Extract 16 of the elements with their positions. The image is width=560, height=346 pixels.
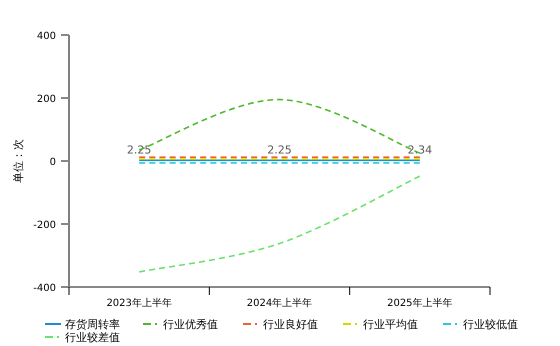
legend-label: 存货周转率 xyxy=(65,318,120,331)
y-tick-label: 200 xyxy=(36,94,56,105)
y-axis-title: 单位：次 xyxy=(12,139,25,183)
data-label: 2.25 xyxy=(267,143,292,156)
y-tick-label: 400 xyxy=(36,31,56,42)
legend-label: 行业较低值 xyxy=(463,318,518,331)
y-tick-label: -400 xyxy=(33,283,56,294)
legend-label: 行业平均值 xyxy=(363,318,418,331)
legend-label: 行业较差值 xyxy=(65,331,120,344)
x-tick-label: 2025年上半年 xyxy=(387,297,453,309)
y-tick-label: -200 xyxy=(33,220,56,231)
x-tick-label: 2024年上半年 xyxy=(246,297,312,309)
legend-label: 行业良好值 xyxy=(263,318,318,331)
x-tick-label: 2023年上半年 xyxy=(106,297,172,309)
y-tick-label: 0 xyxy=(50,157,56,168)
legend-label: 行业优秀值 xyxy=(163,318,218,331)
